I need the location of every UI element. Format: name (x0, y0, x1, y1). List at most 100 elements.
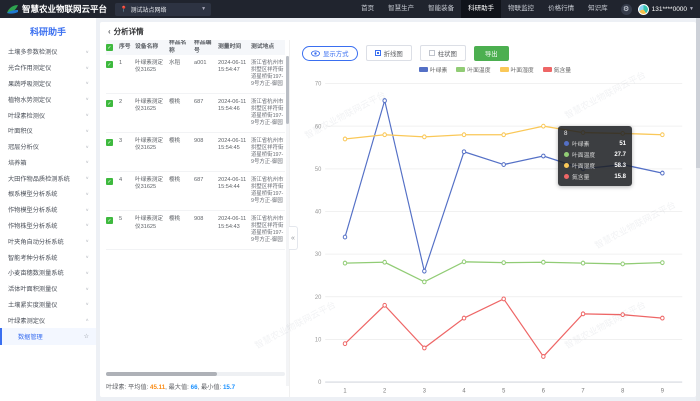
user-chevron-down-icon[interactable]: ▼ (689, 6, 694, 12)
sidebar-item-label: 根系模型分析系统 (8, 191, 58, 199)
legend-item-叶面湿度[interactable]: 叶面湿度 (499, 65, 534, 74)
chevron-down-icon: ∨ (85, 191, 89, 197)
column-header: 序号 (119, 43, 131, 50)
export-button[interactable]: 导出 (473, 45, 509, 61)
table-row[interactable]: ✓ 4 叶绿素测定仪31625 樱桃 687 2024-06-11 15:54:44 浙江省… (106, 172, 285, 212)
average-value: 45.11 (150, 384, 166, 391)
location-icon: 📍 (120, 6, 128, 13)
sidebar-item[interactable]: 作物株型分析系统 ∨ (0, 218, 96, 234)
sidebar-item[interactable]: 叶夹角自动分析系统 ∨ (0, 233, 96, 249)
cell-code: 908 (194, 216, 204, 223)
tooltip-series-dot (564, 163, 569, 168)
tooltip-series-value: 27.7 (614, 151, 626, 158)
legend-item-叶绿素[interactable]: 叶绿素 (418, 65, 448, 74)
select-all-checkbox[interactable]: ✓ (106, 44, 113, 52)
cell-no: 5 (119, 216, 123, 223)
sidebar-item[interactable]: 光合作用测定仪 ∨ (0, 60, 96, 76)
sidebar-item[interactable]: 叶绿素检测仪 ∨ (0, 107, 96, 123)
measurement-table-panel: ✓ 序号 设备名称 样品名称 样品编号 测量时间 测试地点 ✓ 1 叶绿素测定仪31625 水稻 a… (100, 40, 290, 397)
cell-time: 2024-06-11 15:54:44 (218, 177, 247, 191)
sidebar-item[interactable]: 土壤紧实度测量仪 ∨ (0, 297, 96, 313)
line-chart-option[interactable]: 折线图 (365, 45, 412, 61)
display-mode-button[interactable]: 显示方式 (302, 45, 358, 61)
legend-item-氮含量[interactable]: 氮含量 (542, 65, 571, 74)
sidebar-item[interactable]: 小麦亩穗数测量系统 ∨ (0, 265, 96, 281)
bar-option-radio (428, 50, 435, 56)
sidebar-item[interactable]: 根系模型分析系统 ∨ (0, 186, 96, 202)
sidebar-item[interactable]: 培养箱 ∨ (0, 154, 96, 170)
settings-gear-icon[interactable]: ⚙ (620, 3, 632, 15)
cell-code: 687 (194, 99, 204, 106)
max-value: 66 (190, 384, 198, 391)
user-avatar[interactable] (637, 3, 649, 15)
nav-item-智能装备[interactable]: 智能装备 (428, 5, 455, 12)
legend-label: 叶绿素 (429, 68, 448, 74)
chevron-down-icon: ∨ (85, 112, 89, 118)
chart-area: 0 10 20 30 40 50 60 70 1 2 3 4 5 6 7 8 9 (302, 75, 688, 397)
legend-item-叶面温度[interactable]: 叶面温度 (456, 65, 491, 74)
nav-item-智慧生产[interactable]: 智慧生产 (388, 5, 415, 12)
sidebar-item-label: 小麦亩穗数测量系统 (8, 270, 64, 278)
sidebar-item[interactable]: 土壤多参数检测仪 ∨ (0, 44, 96, 60)
sidebar-item[interactable]: 叶绿素测定仪 ∧ (0, 312, 96, 328)
table-horizontal-scrollbar[interactable] (106, 372, 285, 376)
cell-code: 687 (194, 177, 204, 184)
sidebar-item[interactable]: 作物模型分析系统 ∨ (0, 202, 96, 218)
sidebar-item[interactable]: 冠层分析仪 ∨ (0, 139, 96, 155)
row-checkbox[interactable]: ✓ (106, 139, 113, 147)
sidebar-item-label: 作物模型分析系统 (8, 207, 58, 215)
table-vertical-scrollbar[interactable] (286, 56, 289, 386)
site-selector-value: 测试站点网络 (130, 7, 167, 14)
cell-no: 3 (119, 138, 123, 145)
svg-text:0: 0 (318, 379, 322, 386)
window-scrollbar[interactable] (696, 18, 700, 401)
top-navbar: 智慧农业物联网云平台 📍 测试站点网络 ▼ 首页 智慧生产 智能装备 科研助手 物联监控… (0, 0, 700, 18)
sidebar-item[interactable]: 植物水势测定仪 ∨ (0, 91, 96, 107)
legend-swatch (499, 67, 509, 72)
brand-logo-icon (7, 4, 18, 14)
nav-item-首页[interactable]: 首页 (361, 5, 375, 12)
sidebar-item[interactable]: 果蔬呼吸测定仪 ∨ (0, 76, 96, 92)
sidebar-title: 科研助手 (29, 27, 66, 37)
column-header: 测量时间 (218, 43, 242, 50)
cell-sample: 樱桃 (169, 138, 181, 145)
table-body: ✓ 1 叶绿素测定仪31625 水稻 a001 2024-06-11 15:54:47 浙江… (106, 55, 285, 370)
column-header: 设备名称 (135, 43, 159, 50)
chevron-down-icon: ∨ (85, 175, 89, 181)
row-checkbox[interactable]: ✓ (106, 61, 113, 68)
cell-code: a001 (194, 60, 207, 66)
back-icon[interactable]: ‹ (108, 27, 111, 36)
sidebar-subitem-数据管理[interactable]: 数据管理 ☆ (0, 328, 96, 346)
nav-item-知识库[interactable]: 知识库 (588, 5, 608, 12)
row-checkbox[interactable]: ✓ (106, 178, 113, 186)
nav-item-物联监控[interactable]: 物联监控 (508, 5, 535, 12)
tooltip-series-name: 氮含量 (572, 175, 590, 181)
chevron-down-icon: ∨ (85, 159, 89, 165)
bar-chart-option[interactable]: 柱状图 (419, 45, 466, 61)
row-checkbox[interactable]: ✓ (106, 100, 113, 108)
table-row[interactable]: ✓ 3 叶绿素测定仪31625 樱桃 908 2024-06-11 15:54:45 浙江省… (106, 133, 285, 173)
tooltip-row: 叶绿素 51 (564, 139, 626, 148)
cell-device: 叶绿素测定仪31625 (135, 99, 163, 113)
cell-time: 2024-06-11 15:54:43 (218, 216, 247, 230)
site-selector[interactable]: 📍 测试站点网络 ▼ (115, 2, 212, 16)
line-option-radio (374, 50, 381, 56)
sidebar-item-label: 冠层分析仪 (8, 144, 39, 152)
sidebar-item[interactable]: 活体叶面积测量仪 ∨ (0, 281, 96, 297)
svg-text:9: 9 (661, 387, 665, 394)
sidebar-item-label: 土壤紧实度测量仪 (8, 301, 58, 309)
table-row[interactable]: ✓ 1 叶绿素测定仪31625 水稻 a001 2024-06-11 15:54:47 浙江… (106, 55, 285, 95)
table-row[interactable]: ✓ 5 叶绿素测定仪31625 樱桃 908 2024-06-11 15:54:43 浙江省… (106, 211, 285, 251)
star-icon[interactable]: ☆ (83, 334, 89, 341)
nav-item-科研助手[interactable]: 科研助手 (461, 0, 502, 18)
sidebar-item[interactable]: 叶面积仪 ∨ (0, 123, 96, 139)
row-checkbox[interactable]: ✓ (106, 217, 113, 225)
line-chart[interactable]: 0 10 20 30 40 50 60 70 1 2 3 4 5 6 7 8 9 (302, 75, 688, 397)
cell-sample: 樱桃 (169, 216, 181, 223)
table-row[interactable]: ✓ 2 叶绿素测定仪31625 樱桃 687 2024-06-11 15:54:46 浙江省… (106, 94, 285, 134)
nav-item-价格行情[interactable]: 价格行情 (548, 5, 575, 12)
cell-sample: 水稻 (169, 60, 181, 66)
sidebar-item[interactable]: 智能考种分析系统 ∨ (0, 249, 96, 265)
collapse-panel-button[interactable]: « (289, 226, 298, 250)
sidebar-item[interactable]: 大田作物品质检测系统 ∨ (0, 170, 96, 186)
